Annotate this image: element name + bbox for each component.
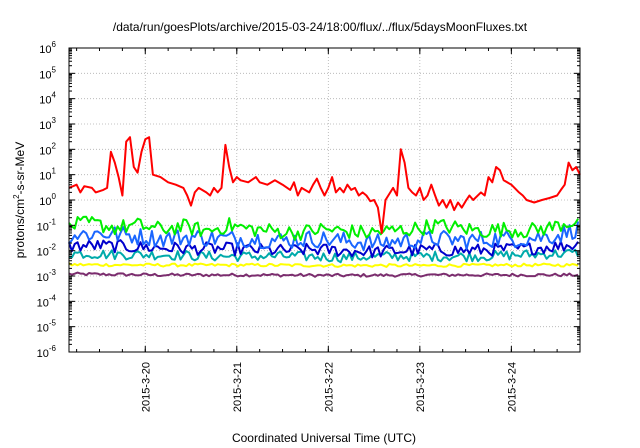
series-layer	[68, 136, 581, 278]
series-line	[68, 215, 579, 241]
tick-layer: 106 105 104 103 102 101 100 10-1 10-2 10-3 10-4 10-…	[37, 40, 580, 412]
series-line	[68, 239, 579, 259]
x-tick-label: 2015-3-20	[140, 362, 152, 412]
y-tick-label: 10-2	[37, 243, 57, 259]
series-line	[68, 248, 580, 264]
y-tick-label: 10-1	[37, 217, 57, 233]
chart-title: /data/run/goesPlots/archive/2015-03-24/1…	[112, 20, 528, 34]
y-tick-label: 100	[39, 192, 56, 208]
grid-layer	[69, 48, 580, 352]
y-tick-label: 105	[39, 65, 56, 81]
y-axis-label-text: protons/cm2-s-sr-MeV	[12, 142, 27, 258]
x-tick-label: 2015-3-21	[232, 362, 244, 412]
x-tick-label: 2015-3-23	[415, 362, 427, 412]
x-tick-label: 2015-3-24	[506, 362, 518, 412]
series-line	[68, 271, 579, 278]
y-tick-label: 101	[39, 167, 56, 183]
y-tick-label: 10-5	[37, 319, 57, 335]
series-line	[68, 221, 580, 252]
y-tick-label: 10-4	[37, 293, 57, 309]
y-tick-label: 10-6	[37, 344, 57, 360]
x-axis-label: Coordinated Universal Time (UTC)	[232, 431, 416, 445]
y-tick-label: 106	[39, 40, 56, 56]
series-line	[68, 136, 581, 234]
y-tick-label: 103	[39, 116, 56, 132]
x-tick-label: 2015-3-22	[323, 362, 335, 412]
y-tick-label: 10-3	[37, 268, 57, 284]
series-line	[68, 262, 579, 268]
y-tick-label: 102	[39, 141, 56, 157]
y-tick-label: 104	[39, 91, 56, 107]
y-axis-label: protons/cm2-s-sr-MeV	[12, 142, 27, 258]
